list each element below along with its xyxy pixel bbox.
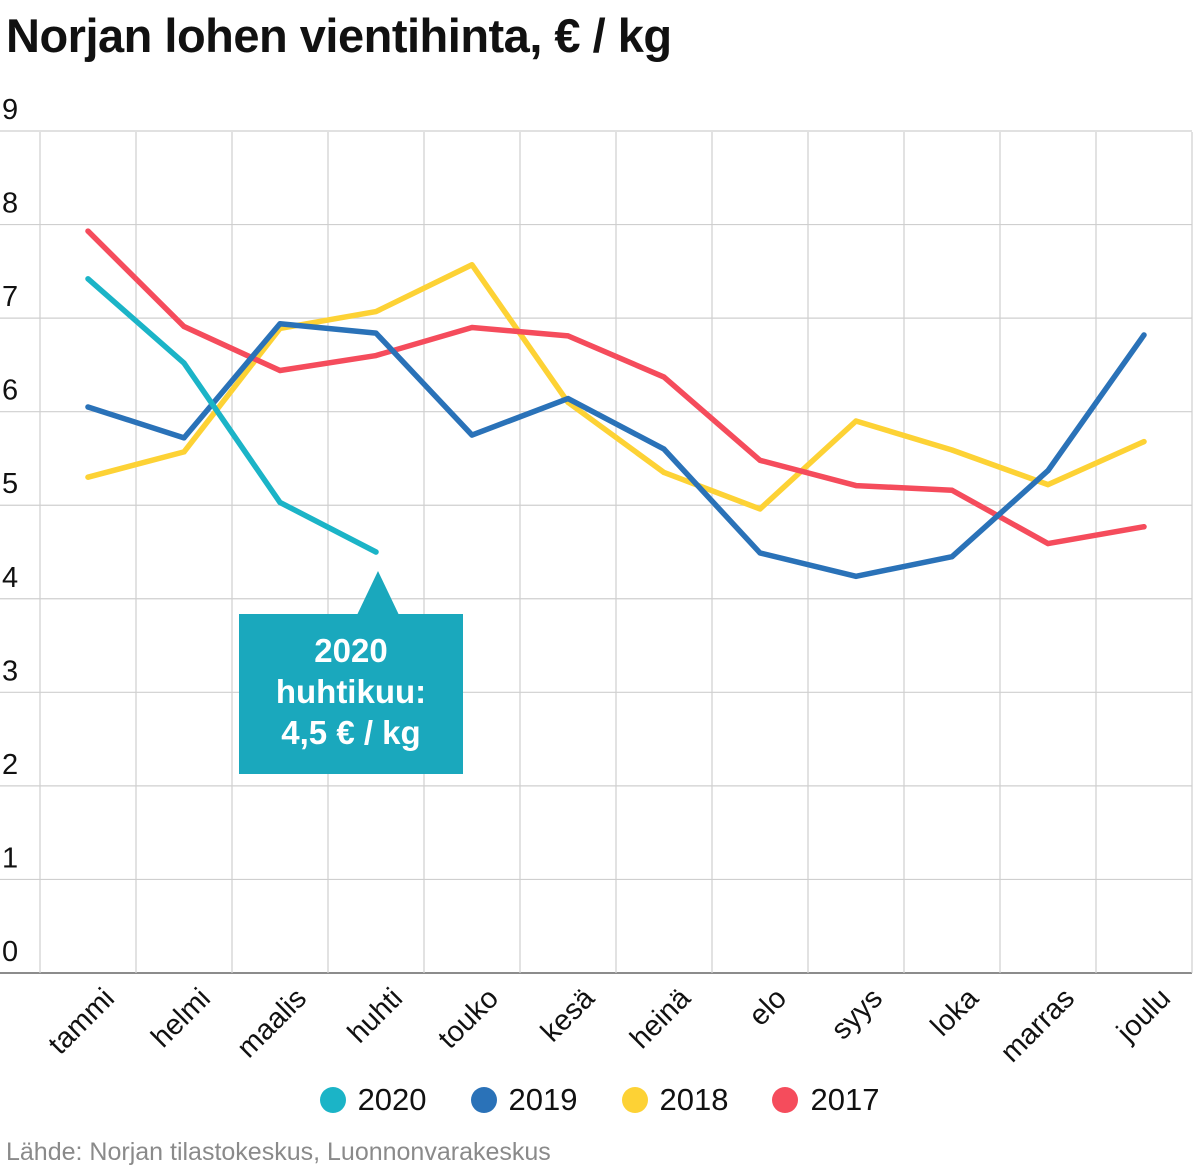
legend-dot-icon [470, 1087, 497, 1113]
data-point-2020 [373, 549, 379, 555]
x-tick-label: huhti [342, 982, 409, 1049]
data-point-2020 [277, 499, 283, 506]
y-tick-label: 1 [2, 842, 18, 874]
data-point-2017 [277, 367, 283, 374]
y-axis: 0 1 2 3 4 5 6 7 8 9 [2, 94, 18, 968]
data-point-2018 [85, 474, 91, 480]
data-point-2019 [373, 330, 379, 336]
legend-dot-icon [319, 1087, 346, 1113]
data-point-2020 [85, 276, 91, 282]
x-tick-label: elo [743, 982, 793, 1032]
x-tick-label: heinä [624, 982, 697, 1055]
series-lines [85, 228, 1147, 580]
legend-label: 2017 [810, 1082, 880, 1117]
x-tick-label: maalis [231, 982, 313, 1064]
grid [0, 130, 1193, 974]
legend-label: 2020 [357, 1082, 427, 1117]
data-point-2017 [661, 374, 667, 380]
data-point-2019 [1045, 468, 1051, 474]
x-tick-label: touko [432, 982, 505, 1055]
data-point-2017 [1141, 524, 1147, 530]
x-tick-label: joulu [1110, 982, 1177, 1049]
data-point-2019 [565, 395, 571, 402]
x-tick-label: tammi [42, 982, 120, 1060]
legend-item-2019[interactable]: 2019 [470, 1082, 578, 1118]
series-line-2019 [85, 320, 1147, 580]
data-point-2017 [565, 333, 571, 339]
legend-label: 2019 [508, 1082, 578, 1117]
data-point-2018 [181, 449, 187, 455]
y-tick-label: 0 [2, 936, 18, 968]
chart-title: Norjan lohen vientihinta, € / kg [6, 9, 672, 62]
data-point-2017 [853, 482, 859, 489]
data-point-2018 [661, 469, 667, 476]
data-point-2017 [1045, 540, 1051, 547]
y-tick-label: 7 [2, 281, 18, 313]
x-tick-label: syys [825, 982, 889, 1046]
data-point-2019 [277, 321, 283, 327]
data-point-2017 [949, 487, 955, 493]
data-point-2018 [757, 506, 763, 512]
y-tick-label: 5 [2, 468, 18, 500]
data-point-2017 [373, 352, 379, 359]
data-point-2019 [1141, 332, 1147, 338]
legend-item-2020[interactable]: 2020 [319, 1082, 427, 1118]
data-point-2018 [373, 308, 379, 315]
data-point-2018 [469, 262, 475, 268]
annotation-box: 2020 huhtikuu: 4,5 € / kg [239, 614, 463, 774]
data-point-2019 [469, 432, 475, 438]
x-tick-label: marras [995, 982, 1081, 1068]
data-point-2017 [757, 457, 763, 463]
annotation-value: 4,5 € / kg [281, 714, 421, 751]
data-point-2019 [85, 404, 91, 410]
legend-label: 2018 [659, 1082, 729, 1117]
series-line-2017 [85, 228, 1147, 547]
y-tick-label: 4 [2, 562, 18, 594]
data-point-2018 [1141, 439, 1147, 445]
source-note: Lähde: Norjan tilastokeskus, Luonnonvara… [6, 1138, 551, 1166]
data-point-2017 [85, 228, 91, 234]
data-point-2019 [949, 554, 955, 560]
annotation-arrow [357, 571, 399, 615]
legend: 2020 2019 2018 2017 [0, 1078, 1199, 1122]
series-line-2018 [85, 262, 1147, 512]
data-point-2019 [661, 446, 667, 452]
annotation-year: 2020 [314, 632, 388, 669]
data-point-2018 [1045, 482, 1051, 488]
annotation-month: huhtikuu: [275, 673, 427, 710]
data-point-2018 [853, 418, 859, 424]
y-tick-label: 3 [2, 655, 18, 687]
line-chart: 0 1 2 3 4 5 6 7 8 9 tammi helmi maalis huhti touko kes… [0, 94, 1193, 1069]
legend-item-2018[interactable]: 2018 [621, 1082, 729, 1118]
data-point-2020 [181, 360, 187, 366]
y-tick-label: 8 [2, 188, 18, 220]
data-point-2019 [757, 550, 763, 556]
y-tick-label: 9 [2, 94, 18, 126]
data-point-2018 [949, 447, 955, 453]
data-point-2017 [469, 324, 475, 331]
legend-dot-icon [772, 1087, 799, 1113]
data-point-2019 [181, 435, 187, 441]
x-tick-label: helmi [145, 982, 217, 1054]
series-line-2020 [85, 276, 379, 555]
x-tick-label: kesä [535, 982, 602, 1049]
data-point-2019 [853, 573, 859, 579]
legend-dot-icon [621, 1087, 648, 1113]
y-tick-label: 6 [2, 375, 18, 407]
x-axis: tammi helmi maalis huhti touko kesä heinä elo sy… [42, 982, 1176, 1069]
data-point-2017 [181, 323, 187, 330]
y-tick-label: 2 [2, 749, 18, 781]
legend-item-2017[interactable]: 2017 [772, 1082, 879, 1118]
x-tick-label: loka [925, 982, 986, 1043]
